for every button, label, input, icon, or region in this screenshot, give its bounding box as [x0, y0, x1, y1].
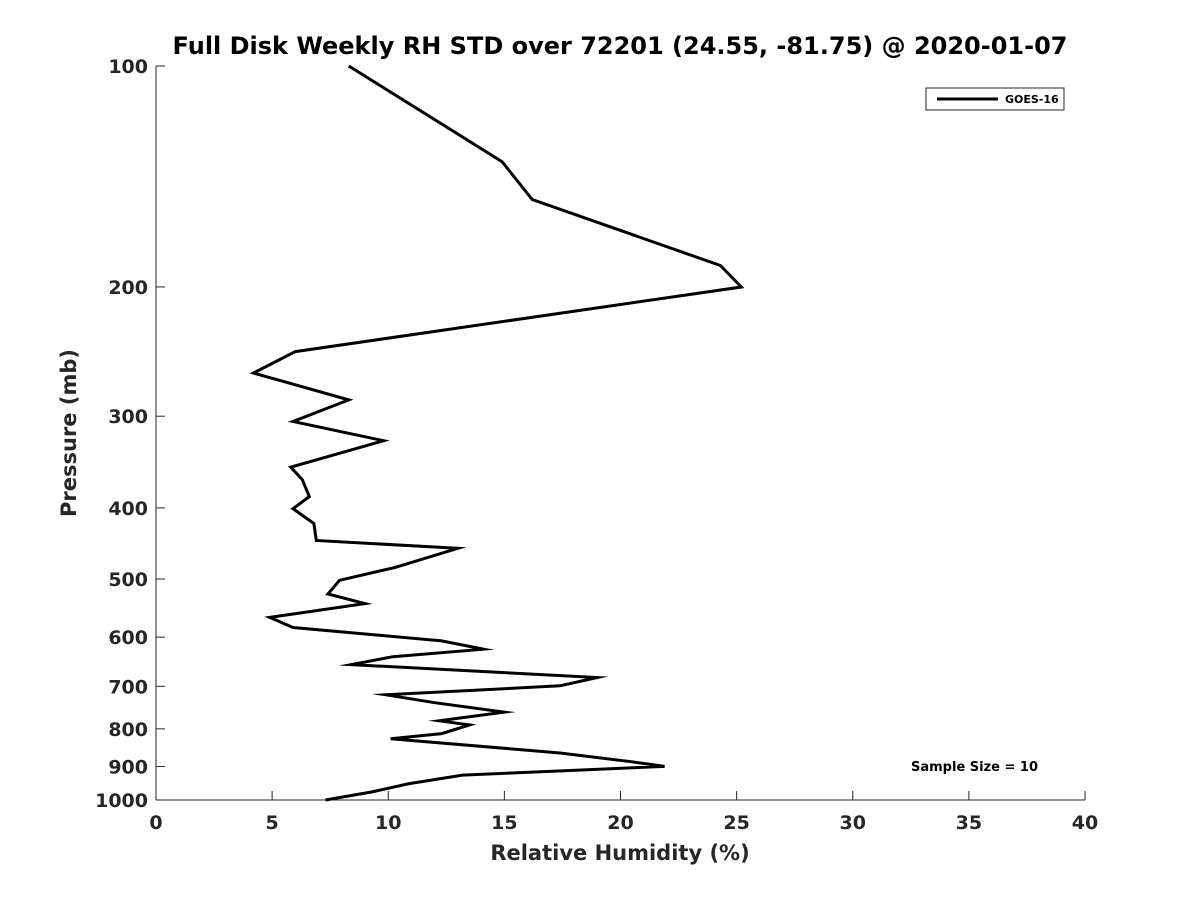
- x-tick-label: 35: [956, 812, 982, 834]
- y-tick-label: 800: [108, 719, 148, 741]
- y-tick-label: 900: [108, 756, 148, 778]
- y-tick-label: 600: [108, 627, 148, 649]
- y-tick-label: 1000: [95, 790, 148, 812]
- x-ticks: 0 5 10 15 20 25 30 35 40: [149, 791, 1098, 834]
- chart-title: Full Disk Weekly RH STD over 72201 (24.5…: [173, 32, 1068, 60]
- y-tick-label: 300: [108, 406, 148, 428]
- x-axis-label: Relative Humidity (%): [490, 841, 749, 865]
- y-tick-label: 500: [108, 569, 148, 591]
- x-tick-label: 5: [266, 812, 279, 834]
- x-tick-label: 20: [607, 812, 633, 834]
- series-group: [249, 64, 745, 802]
- x-tick-label: 40: [1072, 812, 1098, 834]
- y-tick-label: 400: [108, 498, 148, 520]
- y-tick-label: 200: [108, 277, 148, 299]
- x-tick-label: 15: [491, 812, 517, 834]
- legend-label-goes-16: GOES-16: [1005, 93, 1059, 106]
- axes: [155, 66, 1085, 801]
- x-tick-label: 10: [375, 812, 401, 834]
- legend: GOES-16: [925, 87, 1065, 111]
- x-tick-label: 30: [840, 812, 866, 834]
- x-tick-label: 0: [149, 812, 162, 834]
- x-tick-label: 25: [723, 812, 749, 834]
- sample-size-annotation: Sample Size = 10: [911, 760, 1038, 775]
- y-ticks: 100 200 300 400 500 600 700 800 900 1000: [95, 56, 165, 812]
- y-tick-label: 700: [108, 676, 148, 698]
- series-line-goes-16: [249, 64, 745, 802]
- y-axis-label: Pressure (mb): [57, 349, 81, 517]
- y-tick-label: 100: [108, 56, 148, 78]
